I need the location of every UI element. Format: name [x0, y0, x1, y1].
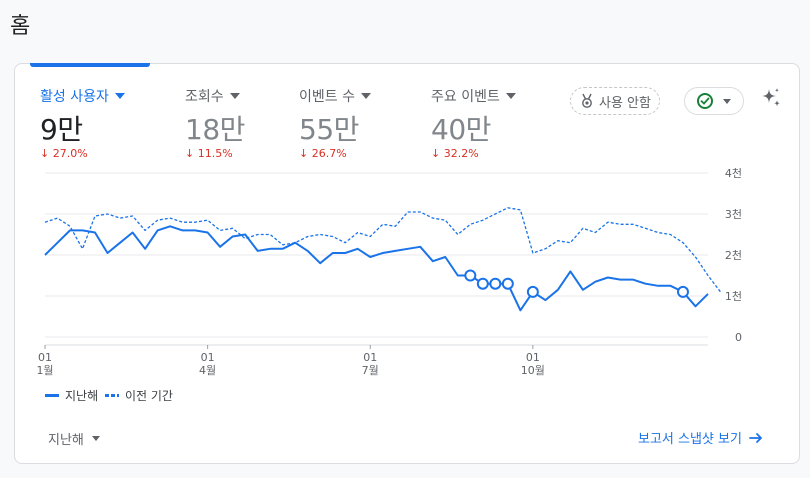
caret-down-icon	[723, 98, 731, 104]
usage-guide-label: 사용 안함	[599, 95, 651, 111]
anomaly-marker	[526, 285, 539, 298]
metric-value: 55만	[299, 113, 359, 146]
status-dropdown[interactable]	[684, 87, 744, 115]
anomaly-marker	[476, 277, 489, 290]
legend-item-previous: 이전 기간	[105, 387, 173, 404]
legend-item-current: 지난해	[45, 387, 98, 404]
caret-down-icon	[114, 93, 125, 99]
x-tick-label: 01	[526, 351, 540, 364]
arrow-right-icon	[749, 432, 762, 443]
y-tick-label: 2천	[725, 248, 742, 262]
anomaly-marker	[489, 277, 502, 290]
usage-guide-button[interactable]: 사용 안함	[570, 87, 660, 115]
legend-label: 이전 기간	[125, 389, 173, 403]
legend-label: 지난해	[65, 389, 99, 403]
metric-value: 18만	[185, 113, 245, 146]
series-line-previous	[44, 207, 722, 293]
legend-swatch	[45, 394, 59, 397]
caret-down-icon	[360, 93, 371, 99]
sparkle-icon[interactable]	[759, 86, 783, 110]
legend-swatch	[105, 394, 119, 397]
y-tick-label: 3천	[725, 207, 742, 221]
metric-delta: ↓ 32.2%	[431, 147, 479, 160]
x-tick-label: 01	[363, 351, 377, 364]
metric-label: 활성 사용자	[40, 86, 125, 106]
metric-delta: ↓ 27.0%	[40, 147, 88, 160]
metric-delta: ↓ 26.7%	[299, 147, 347, 160]
page-title: 홈	[10, 14, 31, 39]
x-tick-label: 7월	[362, 364, 379, 377]
summary-card: 활성 사용자 9만 ↓ 27.0% 조회수 18만 ↓ 11.5% 이벤트 수 …	[14, 63, 800, 464]
y-tick-label: 4천	[725, 166, 742, 180]
x-tick-label: 4월	[199, 364, 216, 377]
check-circle-icon	[697, 93, 713, 109]
snapshot-link-label: 보고서 스냅샷 보기	[638, 432, 742, 447]
caret-down-icon	[91, 436, 100, 441]
metric-value: 40만	[431, 113, 491, 146]
caret-down-icon	[505, 93, 516, 99]
anomaly-marker	[464, 269, 477, 282]
metric-label: 주요 이벤트	[431, 86, 516, 106]
metric-delta: ↓ 11.5%	[185, 147, 233, 160]
medal-icon	[582, 93, 592, 108]
report-snapshot-link[interactable]: 보고서 스냅샷 보기	[638, 428, 764, 447]
x-tick-label: 01	[38, 351, 52, 364]
y-tick-label: 0	[735, 331, 742, 344]
series-line-current	[44, 225, 709, 312]
metric-value: 9만	[40, 113, 83, 146]
period-label: 지난해	[48, 433, 84, 448]
active-metric-indicator	[30, 63, 150, 67]
anomaly-marker	[501, 277, 514, 290]
period-dropdown[interactable]: 지난해	[48, 429, 100, 448]
y-tick-label: 1천	[725, 289, 742, 303]
metric-label: 이벤트 수	[299, 86, 371, 106]
x-tick-label: 01	[201, 351, 215, 364]
anomaly-marker	[676, 285, 689, 298]
x-tick-label: 10월	[521, 364, 545, 377]
caret-down-icon	[229, 93, 240, 99]
metric-label: 조회수	[185, 86, 240, 106]
x-tick-label: 1월	[36, 364, 53, 377]
